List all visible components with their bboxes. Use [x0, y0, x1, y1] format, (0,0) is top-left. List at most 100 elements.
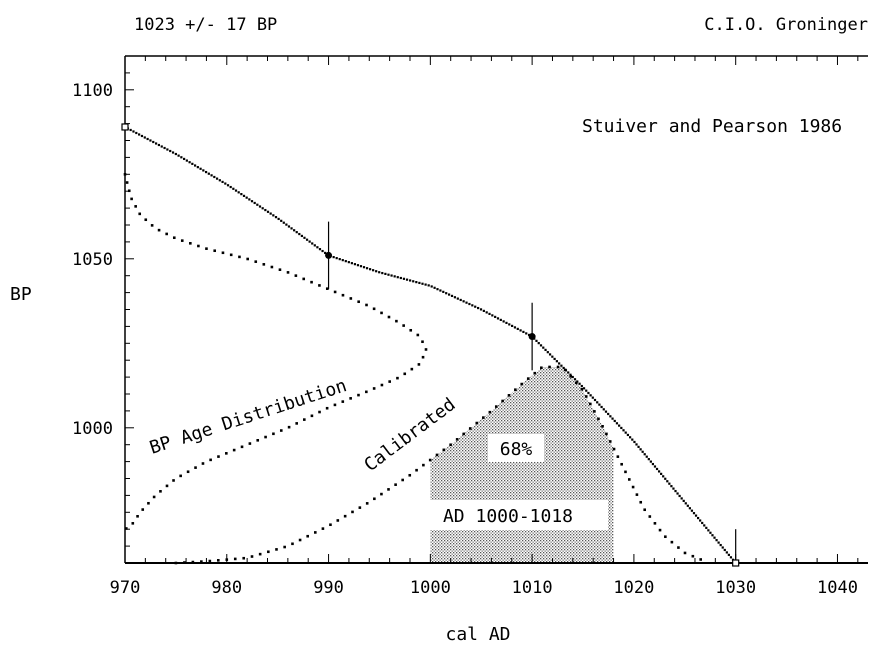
calibrated-distribution-point: [250, 555, 254, 558]
calibrated-distribution-point: [401, 478, 404, 482]
calibration-curve-point: [324, 251, 327, 255]
calibrated-distribution-point: [507, 394, 511, 397]
bp-age-distribution-point: [127, 189, 131, 193]
measurement-header: 1023 +/- 17 BP: [134, 15, 277, 35]
bp-age-distribution-point: [201, 462, 205, 465]
calibration-curve-point: [694, 514, 698, 517]
calibration-curve-point: [396, 276, 399, 279]
calibration-curve-point: [551, 355, 554, 358]
calibrated-distribution-point: [643, 508, 646, 512]
calibration-curve-point: [631, 438, 634, 441]
calibration-curve-point: [183, 157, 186, 161]
calibration-curve-point: [593, 398, 597, 402]
calibration-curve-point: [272, 214, 275, 217]
calibrated-distribution-point: [616, 455, 620, 458]
bp-age-distribution-point: [409, 328, 413, 332]
calibration-curve-point: [359, 265, 363, 268]
calibration-curve-point: [193, 164, 197, 167]
calibrated-distribution-point: [225, 558, 229, 561]
calibration-curve-point: [237, 191, 240, 194]
range-label-bg: [408, 500, 608, 530]
calibration-curve-point: [645, 455, 648, 458]
calibration-curve-point: [686, 504, 689, 507]
bp-age-distribution-point: [150, 224, 154, 227]
calibrated-distribution-point: [683, 551, 687, 555]
calibration-curve-point: [680, 497, 683, 500]
calibration-curve-point: [232, 187, 235, 190]
bp-age-distribution-point: [238, 255, 241, 259]
calibration-curve-point: [657, 470, 661, 473]
calibration-curve-point: [256, 203, 259, 206]
bp-age-distribution: [123, 173, 428, 530]
bp-age-distribution-point: [295, 422, 298, 425]
calibration-curve-point: [418, 281, 421, 285]
bp-age-distribution-point: [138, 212, 142, 216]
calibration-curve-point: [585, 389, 588, 392]
calibration-curve-point: [662, 475, 665, 478]
calibration-curve-point: [643, 453, 646, 456]
bp-age-distribution-point: [264, 435, 267, 439]
calibration-curve-point: [628, 436, 632, 439]
calibration-curve-point: [174, 152, 177, 156]
calibration-curve-point: [298, 232, 301, 236]
calibrated-distribution-point: [533, 371, 537, 375]
calibration-curve-point: [264, 208, 267, 212]
calibration-curve-point: [696, 516, 700, 520]
calibration-curve-point: [191, 162, 194, 165]
bp-age-distribution-point: [395, 319, 398, 323]
bp-age-distribution-point: [179, 474, 182, 478]
bp-age-distribution-point: [421, 340, 424, 344]
calibration-curve-point: [280, 219, 283, 222]
calibration-curve-point: [185, 159, 188, 162]
calibration-curve-point: [245, 196, 248, 199]
calibration-curve-point: [433, 286, 436, 289]
calibration-curve-point: [522, 330, 525, 334]
calibrated-distribution-point: [569, 375, 573, 378]
bp-age-distribution-point: [380, 311, 383, 315]
bp-age-distribution-point: [270, 265, 274, 269]
calibration-curve-point: [516, 327, 519, 331]
calibration-curve-point: [313, 244, 316, 247]
calibration-curve-point: [604, 410, 608, 413]
x-tick-label: 1040: [817, 578, 858, 598]
bp-age-distribution-point: [388, 380, 391, 383]
calibration-curve-point: [332, 256, 335, 259]
x-tick-label: 1010: [512, 578, 553, 598]
calibration-curve-point: [365, 267, 369, 270]
bp-age-distribution-point: [213, 249, 217, 253]
calibration-curve-point: [453, 296, 457, 299]
calibration-curve-point: [613, 419, 616, 423]
calibrated-distribution-point: [664, 535, 667, 539]
calibrated-distribution-point: [494, 405, 498, 408]
calibration-curve-point: [558, 362, 561, 365]
calibration-curve-point: [149, 139, 152, 142]
calibrated-distribution-point: [488, 410, 492, 414]
calibrated-distribution-point: [442, 448, 446, 452]
calibration-curve-point: [140, 134, 144, 138]
calibrated-distribution-point: [329, 523, 332, 527]
calibration-curve-point: [537, 342, 540, 345]
calibration-curve-point: [456, 297, 459, 300]
calibrated-distribution-point: [605, 432, 608, 436]
calibration-curve-point: [375, 270, 378, 273]
calibration-curve-point: [539, 344, 543, 347]
calibration-curve-point: [567, 371, 570, 374]
bp-age-distribution-point: [172, 236, 176, 240]
calibration-marker: [732, 559, 740, 567]
bp-age-distribution-point: [310, 414, 314, 418]
calibration-curve-point: [282, 221, 285, 224]
calibration-curve-point: [571, 375, 574, 379]
bp-age-distribution-point: [194, 466, 197, 469]
bp-age-distribution-point: [125, 181, 129, 184]
calibration-curve-point: [154, 142, 158, 145]
calibration-curve-point: [293, 229, 296, 232]
calibrated-distribution-point: [563, 368, 567, 372]
calibration-curve-point: [338, 258, 341, 261]
calibration-curve-point: [448, 293, 451, 296]
calibration-curve-point: [177, 154, 180, 157]
calibration-curve-point: [226, 184, 230, 187]
calibration-curve-point: [482, 309, 485, 312]
calibration-curve-point: [462, 300, 465, 303]
bp-age-distribution-point: [217, 455, 220, 458]
calibration-curve-point: [729, 556, 733, 559]
